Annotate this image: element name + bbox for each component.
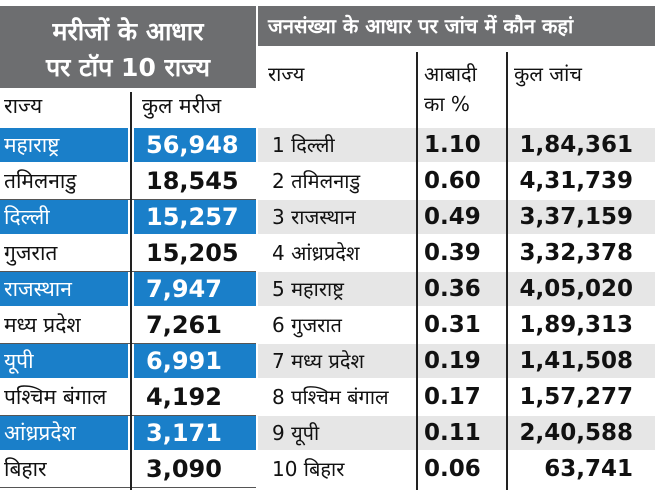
state-name: 5 महाराष्ट्र xyxy=(272,277,344,301)
test-count: 3,37,159 xyxy=(519,204,634,230)
state-name: 10 बिहार xyxy=(272,457,345,481)
state-name: मध्य प्रदेश xyxy=(4,313,81,337)
patient-count: 4,192 xyxy=(146,383,222,411)
patient-count: 3,171 xyxy=(134,416,256,450)
test-count: 1,57,277 xyxy=(519,384,634,410)
test-count: 63,741 xyxy=(544,456,633,482)
test-count: 1,89,313 xyxy=(519,312,634,338)
population-percent: 0.49 xyxy=(424,204,481,230)
state-name: बिहार xyxy=(4,457,47,481)
row-divider xyxy=(0,271,256,272)
row-divider xyxy=(0,343,256,344)
patient-count: 18,545 xyxy=(146,167,239,195)
right-col-pop-header-line2: का % xyxy=(424,92,470,116)
table-row: दिल्ली 15,257 xyxy=(0,200,256,236)
state-name: 6 गुजरात xyxy=(272,313,342,337)
right-column-divider-1 xyxy=(416,52,418,490)
patient-count: 15,257 xyxy=(134,200,256,234)
patient-count: 6,991 xyxy=(134,344,256,378)
state-name: 9 यूपी xyxy=(272,421,320,445)
table-row: पश्चिम बंगाल 4,192 xyxy=(0,380,256,416)
population-percent: 0.06 xyxy=(424,456,481,482)
row-divider xyxy=(0,487,256,488)
table-row: आंध्रप्रदेश 3,171 xyxy=(0,416,256,452)
test-count: 2,40,588 xyxy=(519,420,634,446)
left-column-divider xyxy=(130,92,132,490)
population-percent: 0.39 xyxy=(424,240,481,266)
row-divider xyxy=(0,199,256,200)
state-name: गुजरात xyxy=(4,241,58,265)
population-percent: 0.19 xyxy=(424,348,481,374)
state-name: तमिलनाडु xyxy=(4,169,77,193)
left-title-line2: पर टॉप 10 राज्य xyxy=(45,53,211,82)
table-row: 1 दिल्ली 1.10 1,84,361 xyxy=(258,128,655,162)
right-col-pop-header-line1: आबादी xyxy=(424,62,477,86)
top10-states-panel: मरीजों के आधार पर टॉप 10 राज्य राज्य कुल… xyxy=(0,0,256,490)
state-name: राजस्थान xyxy=(0,272,128,306)
patient-count: 15,205 xyxy=(146,239,239,267)
table-row: बिहार 3,090 xyxy=(0,452,256,488)
table-row: 7 मध्य प्रदेश 0.19 1,41,508 xyxy=(258,344,655,378)
left-col-state-header: राज्य xyxy=(4,94,43,118)
state-name: दिल्ली xyxy=(0,200,128,234)
state-name: 7 मध्य प्रदेश xyxy=(272,349,365,373)
table-row: मध्य प्रदेश 7,261 xyxy=(0,308,256,344)
patient-count: 3,090 xyxy=(146,455,222,483)
table-row: यूपी 6,991 xyxy=(0,344,256,380)
population-percent: 0.11 xyxy=(424,420,481,446)
right-column-divider-2 xyxy=(506,52,508,490)
testing-by-population-panel: जनसंख्या के आधार पर जांच में कौन कहां रा… xyxy=(258,0,655,490)
state-name: पश्चिम बंगाल xyxy=(4,385,107,409)
state-name: 8 पश्चिम बंगाल xyxy=(272,385,389,409)
state-name: 1 दिल्ली xyxy=(272,133,335,157)
left-title-box: मरीजों के आधार पर टॉप 10 राज्य xyxy=(0,6,256,88)
state-name: यूपी xyxy=(0,344,128,378)
population-percent: 1.10 xyxy=(424,132,481,158)
table-row: 3 राजस्थान 0.49 3,37,159 xyxy=(258,200,655,234)
right-col-tests-header: कुल जांच xyxy=(514,62,582,86)
test-count: 4,05,020 xyxy=(519,276,634,302)
state-name: 3 राजस्थान xyxy=(272,205,356,229)
state-name: महाराष्ट्र xyxy=(0,128,128,162)
table-row: महाराष्ट्र 56,948 xyxy=(0,128,256,164)
test-count: 3,32,378 xyxy=(519,240,634,266)
table-row: 10 बिहार 0.06 63,741 xyxy=(258,452,655,486)
test-count: 4,31,739 xyxy=(519,168,634,194)
right-col-state-header: राज्य xyxy=(268,62,305,86)
left-col-patients-header: कुल मरीज xyxy=(142,94,222,118)
population-percent: 0.60 xyxy=(424,168,481,194)
table-row: 4 आंध्रप्रदेश 0.39 3,32,378 xyxy=(258,236,655,270)
table-row: 2 तमिलनाडु 0.60 4,31,739 xyxy=(258,164,655,198)
state-name: 2 तमिलनाडु xyxy=(272,169,361,193)
left-title-line1: मरीजों के आधार xyxy=(52,17,204,46)
table-row: तमिलनाडु 18,545 xyxy=(0,164,256,200)
table-row: राजस्थान 7,947 xyxy=(0,272,256,308)
table-row: 6 गुजरात 0.31 1,89,313 xyxy=(258,308,655,342)
population-percent: 0.36 xyxy=(424,276,481,302)
state-name: 4 आंध्रप्रदेश xyxy=(272,241,360,265)
table-row: 5 महाराष्ट्र 0.36 4,05,020 xyxy=(258,272,655,306)
row-divider xyxy=(0,415,256,416)
state-name: आंध्रप्रदेश xyxy=(0,416,128,450)
table-row: 8 पश्चिम बंगाल 0.17 1,57,277 xyxy=(258,380,655,414)
right-title-box: जनसंख्या के आधार पर जांच में कौन कहां xyxy=(258,6,655,46)
patient-count: 7,947 xyxy=(134,272,256,306)
patient-count: 56,948 xyxy=(134,128,256,162)
patient-count: 7,261 xyxy=(146,311,222,339)
test-count: 1,41,508 xyxy=(519,348,634,374)
table-row: 9 यूपी 0.11 2,40,588 xyxy=(258,416,655,450)
test-count: 1,84,361 xyxy=(519,132,634,158)
population-percent: 0.17 xyxy=(424,384,481,410)
table-row: गुजरात 15,205 xyxy=(0,236,256,272)
population-percent: 0.31 xyxy=(424,312,481,338)
